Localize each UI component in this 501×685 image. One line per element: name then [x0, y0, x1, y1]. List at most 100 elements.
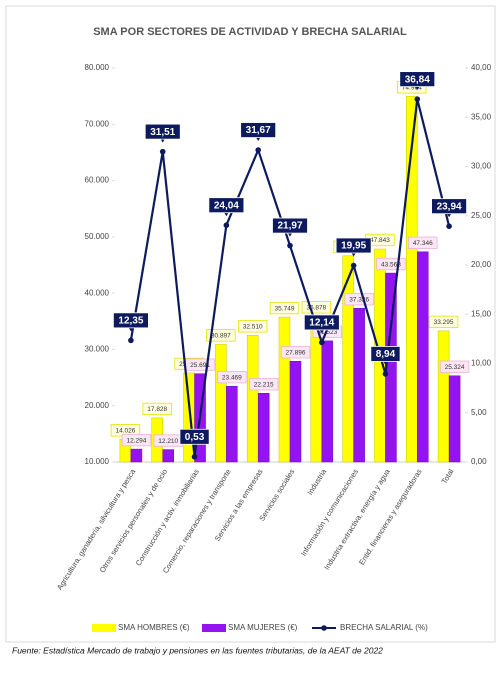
line-value-label-box: [431, 198, 467, 215]
bar: [257, 392, 270, 463]
value-label: 74.964: [402, 85, 422, 92]
value-label: 12.210: [158, 438, 178, 445]
value-label-box: [280, 346, 311, 359]
line-value-label-box: [179, 428, 210, 445]
legend-label: BRECHA SALARIAL (%): [340, 623, 428, 632]
bar: [289, 361, 302, 463]
y2-tick-label: 5,00: [471, 408, 487, 417]
line-point: [255, 147, 261, 153]
bar: [162, 449, 174, 463]
line-point: [191, 453, 198, 460]
line-value-label-box: [240, 122, 277, 138]
value-label: 30.897: [211, 333, 231, 340]
y2-tick-label: 35,00: [471, 112, 492, 121]
line-value-label: 21,97: [277, 221, 302, 232]
line-value-label: 19,95: [341, 241, 366, 252]
y-tick-label: 10.000: [85, 457, 110, 466]
bar: [448, 375, 461, 463]
chart-title: SMA POR SECTORES DE ACTIVIDAD Y BRECHA S…: [93, 26, 407, 38]
value-label-box: [344, 293, 374, 306]
line-value-label: 36,84: [405, 74, 430, 85]
bar: [215, 344, 227, 463]
line-value-label: 31,67: [246, 125, 271, 136]
legend-label: SMA MUJERES (€): [228, 623, 298, 632]
bar: [226, 385, 238, 463]
value-label-box: [206, 329, 236, 342]
y2-tick-label: 40,00: [471, 63, 492, 72]
bar: [278, 316, 291, 463]
value-label-box: [217, 371, 247, 384]
value-label: 25.691: [190, 362, 210, 369]
value-label-box: [301, 301, 332, 314]
y-tick-label: 20.000: [85, 401, 110, 410]
value-label-box: [439, 360, 470, 373]
value-label: 37.326: [349, 296, 369, 303]
bar: [417, 251, 429, 463]
y2-tick-label: 30,00: [471, 162, 492, 171]
bar: [353, 307, 365, 463]
value-label: 27.896: [286, 349, 306, 356]
line-value-label-box: [399, 71, 436, 88]
value-label: 14.026: [115, 428, 135, 435]
legend-label: SMA HOMBRES (€): [118, 623, 190, 632]
value-label: 17.828: [147, 406, 167, 413]
y-tick-label: 80.000: [85, 63, 110, 72]
value-label: 25.324: [445, 364, 465, 371]
y-tick-label: 50.000: [85, 232, 110, 241]
line-value-label: 0,53: [185, 432, 205, 443]
value-label-box: [121, 433, 152, 447]
value-label: 33.295: [434, 319, 454, 326]
line-point: [382, 371, 389, 377]
value-label: 12.294: [126, 437, 146, 444]
value-label: 35.878: [306, 305, 326, 312]
y-tick-label: 70.000: [85, 119, 110, 128]
value-label-box: [408, 236, 438, 249]
line-value-label: 31,51: [150, 127, 175, 138]
value-label-box: [376, 257, 406, 271]
legend-swatch: [202, 624, 226, 632]
bar: [321, 340, 334, 463]
bar: [130, 448, 143, 463]
y2-tick-label: 0,00: [471, 457, 487, 466]
value-label: 22.215: [254, 381, 274, 388]
value-label: 31.523: [317, 329, 337, 336]
value-label: 47.346: [413, 240, 433, 247]
value-label-box: [142, 402, 172, 416]
value-label: 47.843: [370, 237, 390, 244]
value-label: 43.568: [381, 261, 401, 268]
line-value-label: 12,35: [118, 315, 143, 326]
line-value-label-box: [208, 197, 245, 214]
line-point: [128, 337, 134, 344]
value-label-box: [237, 320, 268, 333]
bar: [246, 335, 259, 463]
line-point: [446, 223, 452, 229]
value-label-box: [269, 301, 300, 315]
source-note: Fuente: Estadística Mercado de trabajo y…: [12, 645, 383, 655]
y2-tick-label: 10,00: [471, 359, 492, 368]
line-value-label-box: [144, 123, 181, 140]
line-point: [223, 222, 230, 229]
y-tick-label: 60.000: [85, 176, 110, 185]
legend-swatch: [321, 625, 327, 631]
y2-tick-label: 20,00: [471, 260, 492, 269]
line-value-label: 23,94: [437, 201, 462, 212]
line-value-label: 12,14: [309, 318, 334, 329]
line-value-label: 8,94: [376, 349, 396, 360]
line-point: [414, 96, 421, 102]
line-point: [159, 148, 166, 155]
y-tick-label: 30.000: [85, 345, 110, 354]
y2-tick-label: 15,00: [471, 309, 492, 318]
line-point: [287, 242, 293, 249]
line-point: [350, 262, 357, 269]
value-label: 35.749: [275, 305, 295, 312]
line-value-label-box: [335, 237, 372, 254]
y2-tick-label: 25,00: [471, 211, 492, 220]
line-value-label-box: [272, 217, 308, 234]
line-value-label-box: [303, 314, 340, 331]
line-value-label-box: [370, 346, 401, 362]
legend-swatch: [92, 624, 116, 632]
line-value-label-box: [113, 312, 149, 329]
bar: [437, 330, 450, 463]
value-label: 32.510: [243, 324, 263, 331]
